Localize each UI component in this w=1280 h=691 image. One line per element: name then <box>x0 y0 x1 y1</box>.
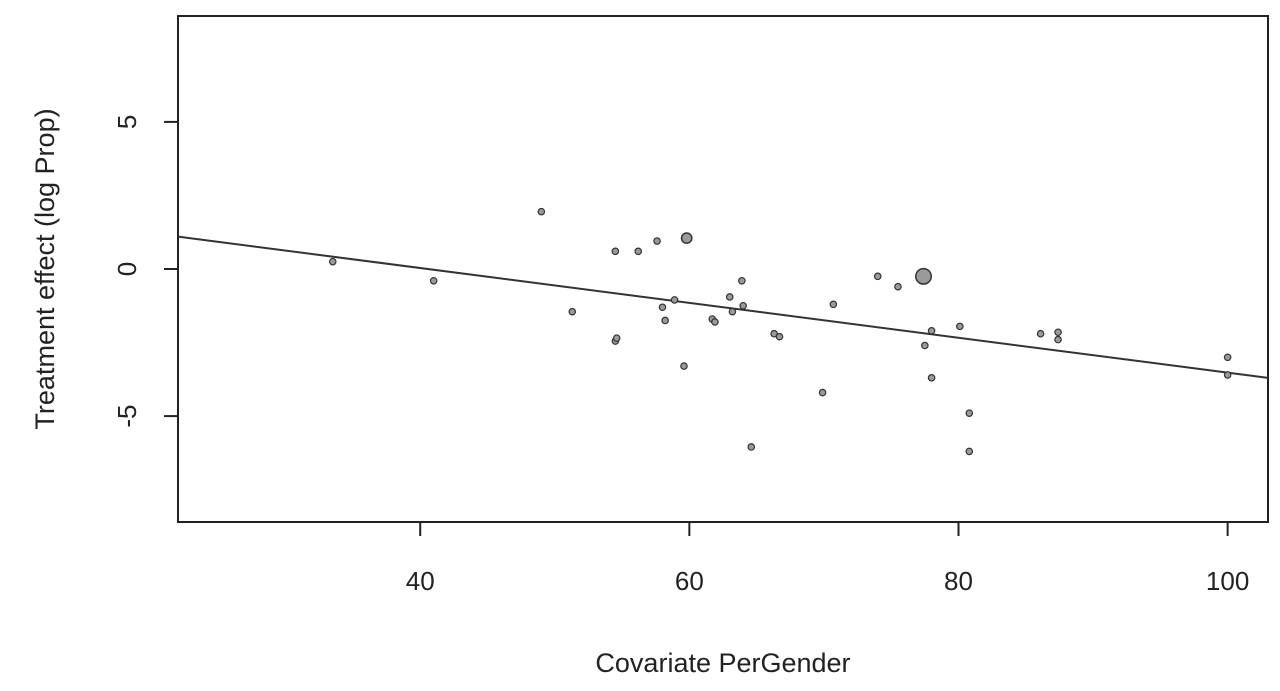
data-point <box>965 409 974 417</box>
data-points <box>328 207 1232 456</box>
data-point <box>894 282 902 291</box>
data-point <box>747 443 756 451</box>
data-point <box>429 276 438 285</box>
regression-line <box>177 235 1269 379</box>
data-point <box>1036 329 1045 338</box>
data-point <box>1054 335 1062 344</box>
data-point <box>711 318 719 326</box>
y-tick-label: -5 <box>112 405 142 428</box>
data-point <box>927 374 936 382</box>
data-point <box>634 247 643 256</box>
data-point <box>612 334 621 342</box>
data-point <box>328 257 337 266</box>
data-point <box>680 362 688 370</box>
data-point <box>873 272 882 281</box>
x-tick-label: 40 <box>406 566 435 596</box>
data-point <box>739 301 747 310</box>
plot-area <box>177 207 1269 456</box>
data-point <box>965 447 974 456</box>
data-point <box>738 276 746 285</box>
data-point <box>728 307 737 316</box>
data-point <box>680 232 693 244</box>
data-point <box>670 296 679 304</box>
data-point <box>921 341 929 350</box>
data-point <box>1223 353 1232 362</box>
data-point <box>914 267 933 285</box>
data-point <box>956 322 964 331</box>
data-point <box>653 237 661 245</box>
y-tick-label: 0 <box>112 262 142 276</box>
data-point <box>927 326 936 335</box>
data-point <box>829 300 838 309</box>
y-tick-label: 5 <box>112 115 142 129</box>
data-point <box>1054 328 1062 337</box>
x-tick-label: 100 <box>1206 566 1249 596</box>
x-tick-label: 60 <box>675 566 704 596</box>
y-axis: -5 0 5 <box>112 115 178 428</box>
x-axis: 40 60 80 100 <box>406 522 1249 596</box>
plot-border <box>177 15 1269 523</box>
data-point <box>568 307 577 316</box>
data-point <box>775 332 784 341</box>
x-axis-title: Covariate PerGender <box>595 648 850 678</box>
x-tick-label: 80 <box>944 566 973 596</box>
data-point <box>658 303 667 312</box>
y-axis-title: Treatment effect (log Prop) <box>30 108 60 429</box>
data-point <box>818 388 827 397</box>
data-point <box>537 207 546 216</box>
data-point <box>661 316 669 325</box>
data-point <box>725 293 734 301</box>
data-point <box>1223 371 1232 379</box>
data-point <box>611 247 620 256</box>
